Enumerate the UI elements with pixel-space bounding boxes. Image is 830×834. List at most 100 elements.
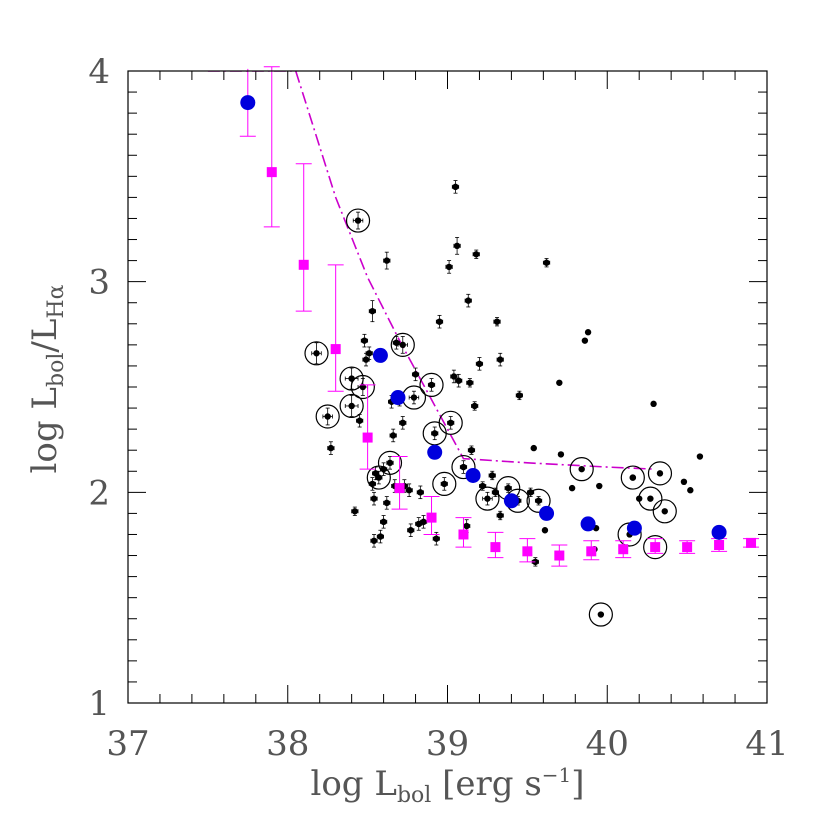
source-point — [496, 510, 504, 521]
source-dot — [410, 394, 418, 401]
magenta-square — [682, 542, 693, 553]
source-ring — [377, 450, 403, 475]
magenta-square — [394, 483, 405, 494]
source-point — [383, 496, 391, 510]
source-ring — [638, 486, 663, 511]
source-ring — [569, 457, 594, 482]
source-point — [588, 602, 613, 627]
source-point — [360, 333, 369, 348]
source-point — [345, 208, 371, 233]
source-point — [556, 379, 563, 386]
source-dot — [362, 356, 370, 363]
magenta-square — [618, 544, 629, 555]
source-point — [451, 454, 476, 480]
source-dot — [377, 533, 384, 540]
model-curve — [207, 71, 656, 470]
source-dot — [370, 495, 378, 502]
source-dot — [468, 447, 475, 454]
x-tick-label: 38 — [266, 724, 309, 764]
source-ring — [652, 499, 677, 524]
binned-magenta-point — [327, 264, 344, 392]
source-dot — [389, 432, 397, 439]
x-tick-label: 40 — [586, 724, 629, 764]
source-point — [629, 474, 637, 481]
tick-labels: 37 38 39 40 41 1 2 3 4 — [88, 52, 788, 764]
y-tick-label: 3 — [88, 263, 110, 303]
source-dot — [445, 263, 453, 271]
source-dot — [581, 337, 589, 344]
binned-magenta-point — [743, 537, 760, 548]
source-point — [350, 374, 375, 400]
source-dot — [535, 497, 542, 504]
source-point — [368, 300, 377, 323]
source-point — [569, 457, 594, 482]
source-dot — [369, 307, 376, 315]
source-dot — [650, 400, 657, 408]
magenta-square — [266, 167, 277, 178]
source-dot — [380, 465, 387, 473]
magenta-square — [426, 512, 437, 523]
source-point — [407, 523, 415, 537]
source-point — [411, 367, 420, 382]
source-point — [365, 346, 373, 361]
source-dot — [687, 487, 694, 494]
binned-magenta-point — [615, 540, 632, 559]
source-point — [475, 486, 500, 511]
y-tick-label: 4 — [88, 52, 110, 92]
source-dot — [556, 379, 563, 386]
source-point — [488, 470, 496, 481]
source-point — [526, 488, 551, 513]
source-dot — [399, 419, 406, 427]
source-point — [383, 251, 391, 270]
source-dot — [476, 360, 483, 368]
binned-magenta-point — [455, 517, 472, 548]
source-point — [376, 529, 385, 544]
source-dot — [354, 217, 362, 224]
source-dot — [656, 470, 664, 477]
source-point — [650, 400, 657, 408]
source-dot — [428, 381, 435, 389]
y-tick-label: 1 — [88, 684, 110, 724]
source-point — [464, 293, 472, 308]
source-dot — [647, 495, 654, 502]
source-point — [515, 390, 523, 401]
source-dot — [484, 495, 491, 502]
magenta-square — [298, 259, 309, 270]
source-dot — [348, 375, 355, 382]
source-point — [445, 260, 453, 274]
source-point — [467, 445, 476, 455]
source-point — [472, 249, 480, 259]
source-ring — [350, 374, 375, 400]
source-point — [377, 450, 403, 475]
source-dot — [433, 535, 440, 542]
source-dot — [383, 499, 390, 507]
plot-frame — [127, 70, 768, 704]
x-tick-label: 41 — [745, 724, 788, 764]
blue-dot — [390, 390, 406, 406]
source-dot — [436, 318, 443, 325]
source-point — [389, 428, 397, 443]
magenta-square — [330, 344, 341, 355]
source-dot — [452, 183, 459, 191]
source-dot — [543, 259, 550, 266]
source-point — [380, 515, 388, 529]
source-dot — [597, 611, 605, 618]
source-dot — [383, 257, 390, 264]
source-dot — [505, 484, 512, 492]
magenta-square — [586, 546, 597, 557]
source-dot — [441, 480, 448, 488]
source-ring — [315, 404, 340, 429]
source-dot — [348, 402, 355, 410]
magenta-square — [746, 537, 757, 548]
magenta-square — [362, 432, 373, 443]
blue-dot — [626, 520, 642, 536]
source-point — [399, 416, 407, 430]
binned-magenta-point — [519, 538, 536, 563]
blue-dot — [580, 516, 596, 532]
binned-blue-point — [503, 493, 519, 509]
source-point — [370, 534, 378, 548]
source-point — [496, 476, 521, 501]
source-dot — [463, 522, 470, 530]
